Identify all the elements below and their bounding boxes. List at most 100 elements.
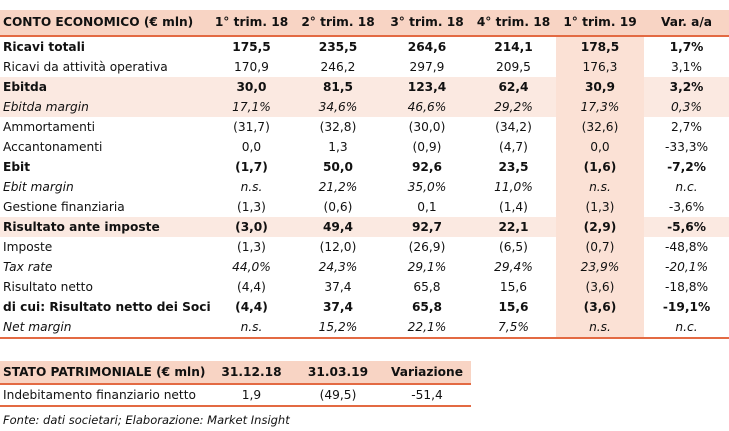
cell-value: 50,0 [322,160,354,174]
cell-value: 29,2% [471,97,556,117]
cell-value: 30,9 [556,77,644,97]
income-row: Imposte (1,3) (12,0) (26,9) (6,5) (0,7) -48,8% [0,237,729,257]
cell-value: (3,0) [210,217,293,237]
cell-value: 0,0 [556,137,644,157]
col-header-var: Var. a/a [644,10,729,36]
cell-value: 37,4 [322,300,354,314]
col-header-31-12-18: 31.12.18 [210,361,293,384]
cell-value: n.s. [556,317,644,338]
cell-value: -19,1% [662,300,711,314]
cell-value: (1,3) [237,240,266,254]
cell-value: -3,6% [668,200,705,214]
income-row: Accantonamenti 0,0 1,3 (0,9) (4,7) 0,0 -33,3% [0,137,729,157]
cell-value: (34,2) [495,120,532,134]
col-header-variazione: Variazione [383,361,471,384]
cell-value: 46,6% [383,97,471,117]
col-header-q4-18: 4° trim. 18 [471,10,556,36]
row-label: Ricavi totali [3,40,85,54]
cell-value: (6,5) [499,240,528,254]
col-header-q1-19: 1° trim. 19 [556,10,644,36]
col-header-q3-18: 3° trim. 18 [383,10,471,36]
cell-value: (4,7) [499,140,528,154]
cell-value: 3,2% [644,77,729,97]
income-row: Ammortamenti (31,7) (32,8) (30,0) (34,2) (32,… [0,117,729,137]
cell-value: -18,8% [664,280,709,294]
cell-value: 35,0% [407,180,447,194]
row-label: Indebitamento finanziario netto [3,388,196,402]
cell-value: (26,9) [408,240,446,254]
cell-value: 49,4 [293,217,383,237]
cell-value: 62,4 [471,77,556,97]
cell-value: 21,2% [318,180,358,194]
income-row: di cui: Risultato netto dei Soci (4,4) 37,… [0,297,729,317]
income-row: Tax rate 44,0% 24,3% 29,1% 29,4% 23,9% -20,1% [0,257,729,277]
row-label: Tax rate [3,260,53,274]
cell-value: -20,1% [664,260,709,274]
cell-value: 246,2 [320,60,356,74]
cell-value: (2,9) [556,217,644,237]
row-label: Risultato netto [3,280,93,294]
cell-value: (1,7) [235,160,268,174]
cell-value: 209,5 [496,60,531,74]
income-row: Ricavi totali 175,5 235,5 264,6 214,1 178,5 1,… [0,36,729,57]
cell-value: 15,6 [499,280,528,294]
cell-value: (32,8) [319,120,357,134]
cell-value: n.c. [675,180,698,194]
cell-value: -7,2% [667,160,706,174]
cell-value: 24,3% [318,260,358,274]
income-header-row: CONTO ECONOMICO (€ mln) 1° trim. 18 2° t… [0,10,729,36]
cell-value: (1,3) [556,197,644,217]
cell-value: (1,3) [237,200,266,214]
row-label: Ebit [3,160,31,174]
cell-value: -48,8% [664,240,709,254]
income-row: Ebit margin n.s. 21,2% 35,0% 11,0% n.s. n.c. [0,177,729,197]
balance-header-row: STATO PATRIMONIALE (€ mln) 31.12.18 31.0… [0,361,471,384]
cell-value: (32,6) [556,117,644,137]
cell-value: 1,9 [241,388,262,402]
balance-sheet-table: STATO PATRIMONIALE (€ mln) 31.12.18 31.0… [0,361,471,407]
col-header-q1-18: 1° trim. 18 [210,10,293,36]
cell-value: -33,3% [664,140,709,154]
cell-value: 30,0 [210,77,293,97]
cell-value: 15,6 [498,300,529,314]
cell-value: 34,6% [293,97,383,117]
cell-value: 178,5 [556,36,644,57]
cell-value: 44,0% [232,260,271,274]
cell-value: 81,5 [293,77,383,97]
cell-value: 1,7% [669,40,704,54]
cell-value: (4,4) [235,300,268,314]
cell-value: 170,9 [234,60,269,74]
cell-value: 214,1 [494,40,533,54]
cell-value: n.s. [556,177,644,197]
income-row: Ricavi da attività operativa 170,9 246,2 29… [0,57,729,77]
income-row: Risultato ante imposte (3,0) 49,4 92,7 22,1(… [0,217,729,237]
cell-value: 92,7 [383,217,471,237]
cell-value: 235,5 [318,40,358,54]
cell-value: 23,9% [556,257,644,277]
row-label: Ammortamenti [3,120,96,134]
balance-title: STATO PATRIMONIALE (€ mln) [0,361,210,384]
cell-value: 2,7% [671,120,702,134]
cell-value: (0,7) [556,237,644,257]
cell-value: -5,6% [644,217,729,237]
income-statement-table: CONTO ECONOMICO (€ mln) 1° trim. 18 2° t… [0,10,729,339]
cell-value: (1,6) [556,157,644,177]
row-label: Imposte [3,240,53,254]
cell-value: 0,3% [644,97,729,117]
cell-value: (1,4) [499,200,528,214]
cell-value: 0,0 [241,140,262,154]
row-label: Ebit margin [3,180,74,194]
income-row: Ebit (1,7) 50,0 92,6 23,5 (1,6) -7,2% [0,157,729,177]
col-header-31-03-19: 31.03.19 [293,361,383,384]
income-title: CONTO ECONOMICO (€ mln) [0,10,210,36]
row-label: Risultato ante imposte [0,217,210,237]
cell-value: 264,6 [407,40,447,54]
cell-value: 17,3% [556,97,644,117]
cell-value: 22,1 [471,217,556,237]
cell-value: (31,7) [233,120,270,134]
row-label: di cui: Risultato netto dei Soci [3,300,210,314]
cell-value: 29,4% [494,260,533,274]
cell-value: 297,9 [409,60,445,74]
income-row: Net margin n.s. 15,2% 22,1% 7,5% n.s. n.c. [0,317,729,338]
cell-value: 65,8 [413,280,441,294]
